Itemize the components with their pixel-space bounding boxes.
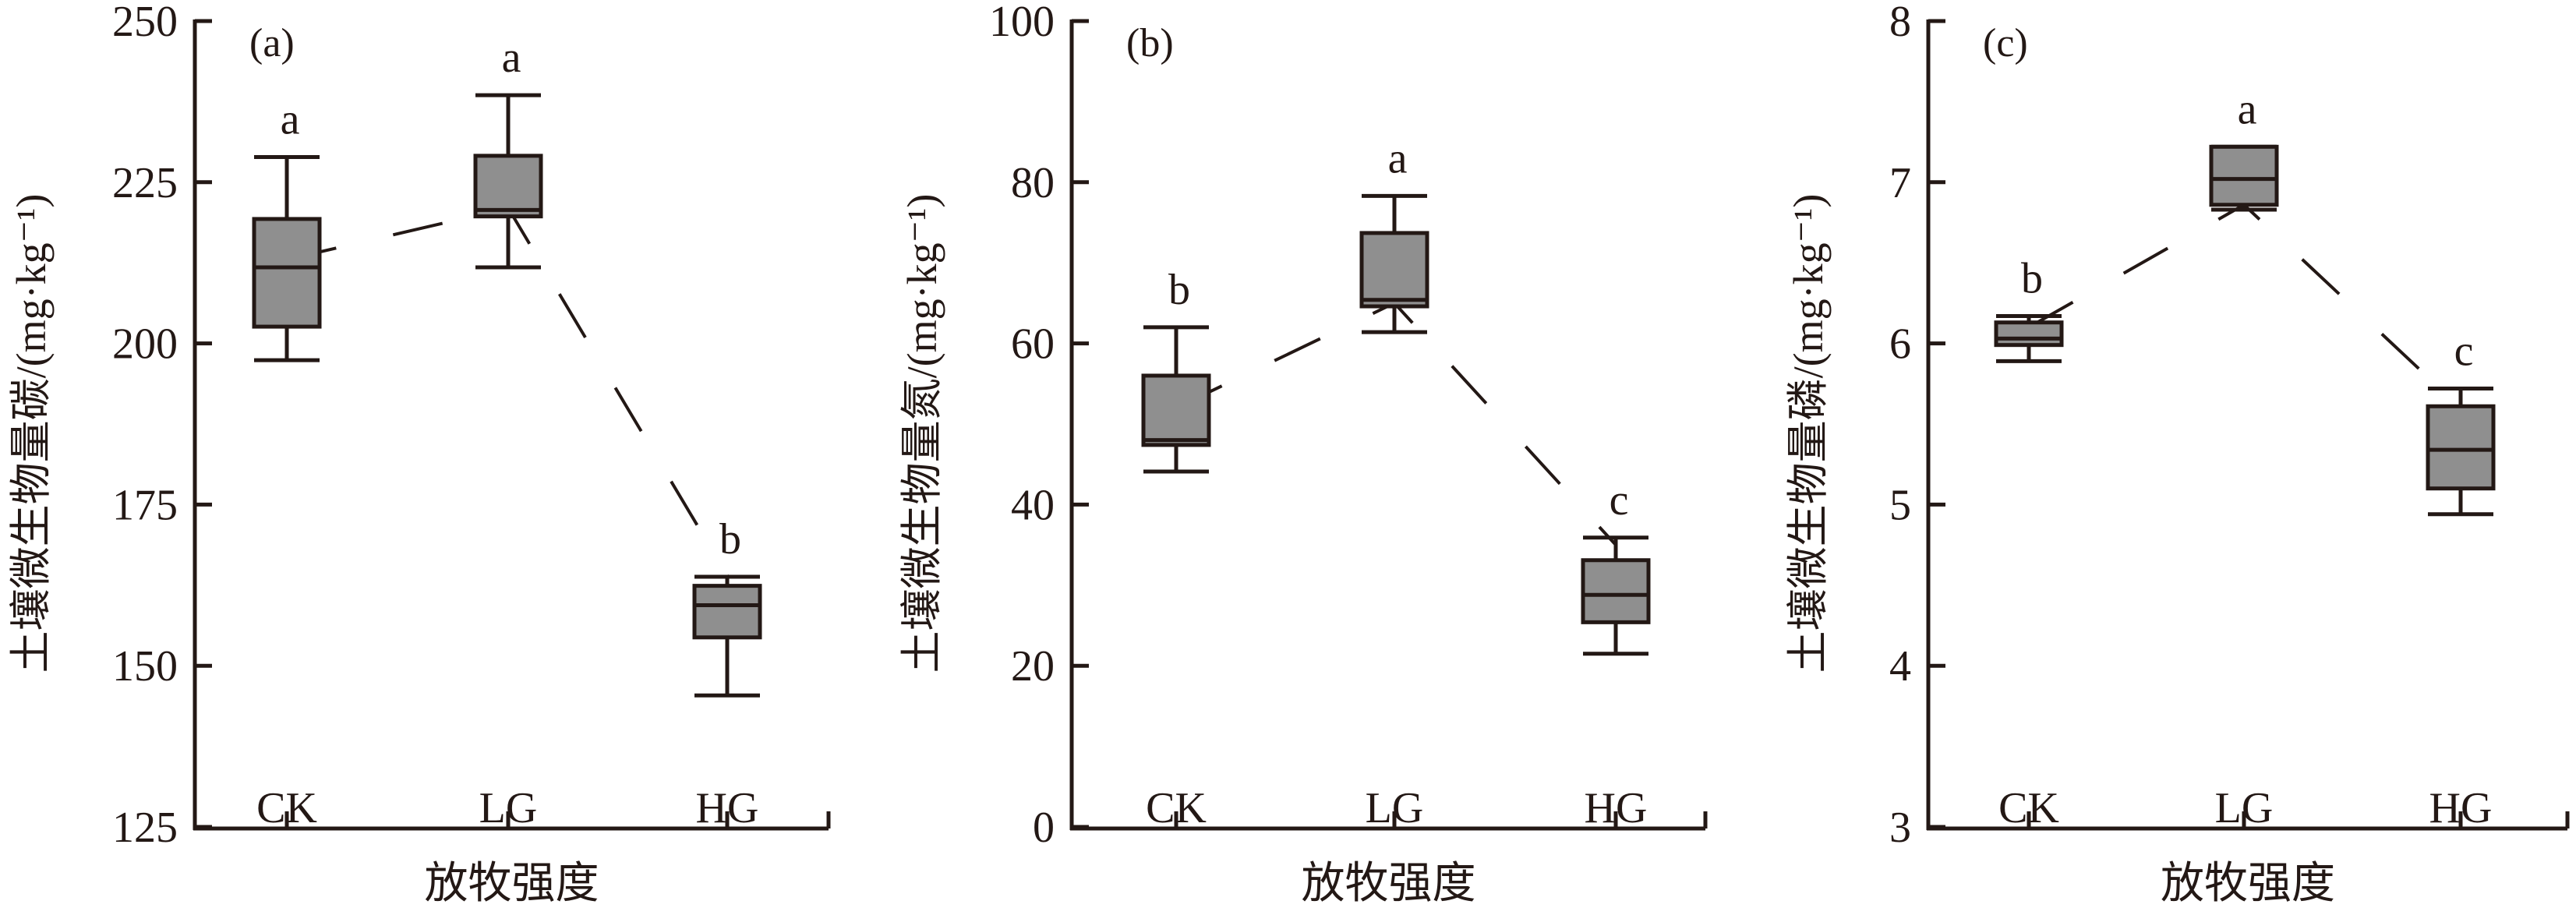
panel-a: 125 150 175 200 225 250 (a) 土壤微生物量碳/(mg·kg⁻¹) 放牧… — [8, 0, 831, 908]
x-tick-label: LG — [2215, 784, 2274, 832]
box-iqr — [473, 154, 543, 219]
box-iqr — [1141, 373, 1211, 447]
x-axis-label: 放牧强度 — [1302, 860, 1476, 908]
y-tick-label: 3 — [1889, 804, 1911, 852]
panel-b: 0 20 40 60 80 100 (b) 土壤微生物量氮/(mg·kg⁻¹) 放牧强度 b CK a… — [899, 0, 1708, 908]
y-tick-label: 60 — [1011, 320, 1055, 369]
panel-label: (a) — [249, 21, 295, 65]
y-tick-label: 100 — [989, 0, 1055, 46]
box-iqr — [2209, 144, 2279, 207]
panel-c: 3 4 5 6 7 8 (c) 土壤微生物量磷/(mg·kg⁻¹) 放牧强度 b CK a LG c HG — [1785, 0, 2570, 908]
y-tick-label: 4 — [1889, 642, 1911, 691]
y-tick-label: 20 — [1011, 642, 1055, 691]
box-HG: c HG — [1581, 476, 1651, 832]
panel-label: (b) — [1126, 21, 1174, 65]
box-LG: a LG — [473, 34, 543, 832]
y-tick-label: 8 — [1889, 0, 1911, 46]
y-tick-label: 0 — [1033, 804, 1055, 852]
box-LG: a LG — [2209, 85, 2279, 832]
x-tick-label: LG — [479, 784, 538, 832]
box-iqr — [2426, 404, 2496, 491]
significance-letter: b — [719, 515, 741, 564]
box-CK: b CK — [1141, 266, 1211, 832]
box-iqr — [1994, 320, 2064, 348]
x-axis-label: 放牧强度 — [2161, 860, 2335, 908]
x-tick-label: CK — [256, 784, 317, 832]
y-axis-label: 土壤微生物量碳/(mg·kg⁻¹) — [8, 194, 55, 673]
mean-trend-line — [2028, 203, 2462, 409]
significance-letter: c — [1610, 476, 1629, 525]
box-HG: b HG — [692, 515, 762, 832]
mean-trend-line — [1175, 301, 1617, 546]
x-tick-label: HG — [696, 784, 759, 832]
y-tick-label: 40 — [1011, 481, 1055, 529]
y-axis-label: 土壤微生物量磷/(mg·kg⁻¹) — [1785, 194, 1832, 673]
significance-letter: a — [502, 34, 521, 82]
significance-letter: a — [2238, 85, 2257, 133]
y-tick-label: 7 — [1889, 159, 1911, 207]
y-axis-label: 土壤微生物量氮/(mg·kg⁻¹) — [899, 194, 945, 673]
y-tick-label: 175 — [112, 481, 178, 529]
y-tick-label: 225 — [112, 159, 178, 207]
significance-letter: c — [2454, 327, 2474, 376]
panel-label: (c) — [1983, 21, 2028, 65]
box-iqr — [252, 217, 322, 329]
x-tick-label: LG — [1366, 784, 1424, 832]
x-tick-label: CK — [1146, 784, 1207, 832]
y-tick-label: 80 — [1011, 159, 1055, 207]
significance-letter: a — [1388, 134, 1408, 182]
significance-letter: b — [2021, 254, 2043, 302]
x-tick-label: HG — [2429, 784, 2493, 832]
x-tick-label: HG — [1585, 784, 1648, 832]
y-tick-label: 150 — [112, 642, 178, 691]
y-tick-label: 6 — [1889, 320, 1911, 369]
box-CK: b CK — [1994, 254, 2064, 832]
box-HG: c HG — [2426, 327, 2496, 832]
y-tick-label: 5 — [1889, 481, 1911, 529]
box-LG: a LG — [1359, 134, 1429, 832]
box-iqr — [692, 584, 762, 640]
box-CK: a CK — [252, 96, 322, 832]
significance-letter: a — [281, 96, 300, 144]
y-tick-label: 200 — [112, 320, 178, 369]
box-iqr — [1581, 558, 1651, 624]
box-iqr — [1359, 231, 1429, 309]
x-tick-label: CK — [1998, 784, 2059, 832]
y-tick-label: 250 — [112, 0, 178, 46]
x-axis-label: 放牧强度 — [425, 860, 599, 908]
significance-letter: b — [1168, 266, 1190, 314]
y-tick-label: 125 — [112, 804, 178, 852]
